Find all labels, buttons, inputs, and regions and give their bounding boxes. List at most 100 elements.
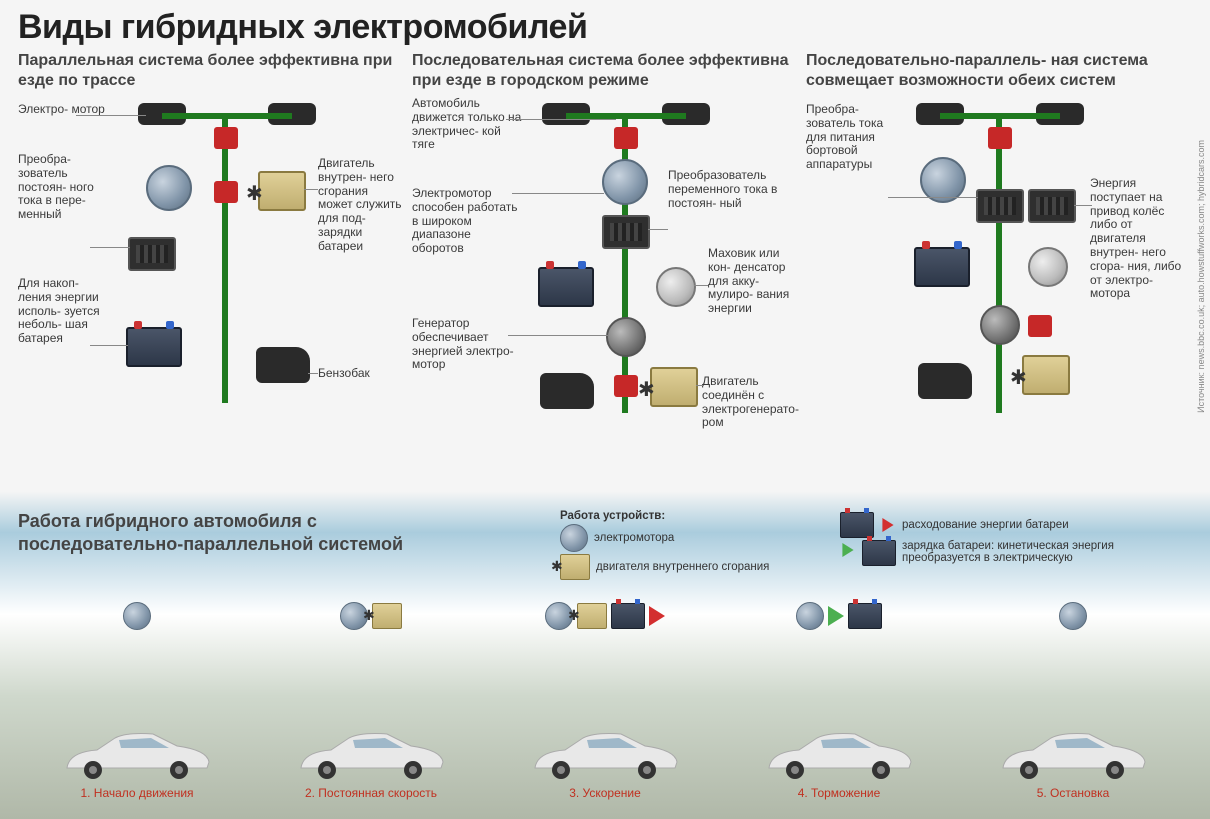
label-tank: Бензобак xyxy=(318,367,370,381)
legend-engine-label: двигателя внутреннего сгорания xyxy=(596,561,769,573)
car-icon xyxy=(291,730,451,780)
gearbox-icon xyxy=(214,127,238,149)
label-inverter: Преобра- зователь тока для питания борто… xyxy=(806,103,906,172)
scenario-caption: 5. Остановка xyxy=(973,786,1173,800)
car-icon xyxy=(993,730,1153,780)
legend-motor-label: электромотора xyxy=(594,532,674,544)
car-icon xyxy=(525,730,685,780)
flywheel-icon xyxy=(1028,247,1068,287)
axle-line xyxy=(622,113,628,413)
ice-engine-icon xyxy=(577,603,607,629)
label-engine: Двигатель соединён с электрогенерато- ро… xyxy=(702,375,799,430)
source-credit: Источник: news.bbc.co.uk; auto.howstuffw… xyxy=(1196,140,1206,413)
subtitle: Работа гибридного автомобиля с последова… xyxy=(18,510,418,555)
battery-charge-icon xyxy=(862,540,896,566)
arrow-green-icon xyxy=(842,543,853,557)
battery-discharge-icon xyxy=(840,512,874,538)
scenario-caption: 3. Ускорение xyxy=(505,786,705,800)
diagram-parallel: Электро- мотор Преобра- зователь постоян… xyxy=(18,97,404,437)
car-icon xyxy=(759,730,919,780)
car-icon xyxy=(525,730,685,780)
electric-motor-icon xyxy=(1059,602,1087,630)
car-icon xyxy=(57,730,217,780)
legend-charge-label: зарядка батареи: кинетическая энергия пр… xyxy=(902,540,1162,564)
generator-icon xyxy=(606,317,646,357)
arrow-red-icon xyxy=(649,606,665,626)
battery-icon xyxy=(538,267,594,307)
coupling-icon xyxy=(614,375,638,397)
diagram-series: Автомобиль движется только на электричес… xyxy=(412,97,798,437)
page-title: Виды гибридных электромобилей xyxy=(0,0,1210,51)
battery-icon xyxy=(848,603,882,629)
system-parallel: Параллельная система более эффективна пр… xyxy=(18,51,404,437)
ice-engine-icon xyxy=(372,603,402,629)
system-desc: Последовательно-параллель- ная система с… xyxy=(806,51,1192,91)
system-desc: Последовательная система более эффективн… xyxy=(412,51,798,91)
electric-motor-icon xyxy=(146,165,192,211)
system-series: Последовательная система более эффективн… xyxy=(412,51,798,437)
car-icon xyxy=(291,730,451,780)
arrow-green-icon xyxy=(828,606,844,626)
gearbox-icon xyxy=(614,127,638,149)
electric-motor-icon xyxy=(796,602,824,630)
system-desc: Параллельная система более эффективна пр… xyxy=(18,51,404,91)
car-icon xyxy=(993,730,1153,780)
inverter-icon xyxy=(1028,189,1076,223)
legend-title: Работа устройств: xyxy=(560,510,769,522)
battery-icon xyxy=(126,327,182,367)
scenario-icons xyxy=(545,602,665,630)
scenario-icons xyxy=(123,602,151,630)
label-flywheel: Маховик или кон- денсатор для акку- мули… xyxy=(708,247,798,316)
scenarios-row: 1. Начало движения 2. Постоянная скорост… xyxy=(0,600,1210,810)
scenario-icons xyxy=(340,602,402,630)
scenario-caption: 1. Начало движения xyxy=(37,786,237,800)
scenario: 3. Ускорение xyxy=(505,602,705,802)
battery-icon xyxy=(611,603,645,629)
scenario: 2. Постоянная скорость xyxy=(271,602,471,802)
electric-motor-icon xyxy=(560,524,588,552)
arrow-red-icon xyxy=(882,518,893,532)
fuel-tank-icon xyxy=(540,373,594,409)
scenario-icons xyxy=(796,602,882,630)
diagram-series-parallel: Преобра- зователь тока для питания борто… xyxy=(806,97,1192,437)
scenario-icons xyxy=(1059,602,1087,630)
systems-row: Параллельная система более эффективна пр… xyxy=(0,51,1210,437)
scenario: 5. Остановка xyxy=(973,602,1173,802)
legend-devices: Работа устройств: электромотора двигател… xyxy=(560,510,769,582)
axle-line xyxy=(996,113,1002,413)
scenario: 1. Начало движения xyxy=(37,602,237,802)
inverter-icon xyxy=(128,237,176,271)
coupling-icon xyxy=(1028,315,1052,337)
ice-engine-icon xyxy=(1022,355,1070,395)
gearbox-icon xyxy=(988,127,1012,149)
fuel-tank-icon xyxy=(256,347,310,383)
scenario-caption: 4. Торможение xyxy=(739,786,939,800)
inverter-icon xyxy=(602,215,650,249)
fuel-tank-icon xyxy=(918,363,972,399)
label-engine: Двигатель внутрен- него сгорания может с… xyxy=(318,157,404,254)
label-motor-wide: Электромотор способен работать в широком… xyxy=(412,187,522,256)
label-energy: Энергия поступает на привод колёс либо о… xyxy=(1090,177,1190,301)
electric-motor-icon xyxy=(602,159,648,205)
coupling-icon xyxy=(214,181,238,203)
legend-energy: расходование энергии батареи зарядка бат… xyxy=(840,510,1162,568)
ice-engine-icon xyxy=(560,554,590,580)
ice-engine-icon xyxy=(650,367,698,407)
axle-line xyxy=(222,113,228,403)
flywheel-icon xyxy=(656,267,696,307)
inverter-icon xyxy=(976,189,1024,223)
label-drive: Автомобиль движется только на электричес… xyxy=(412,97,522,152)
label-inverter: Преобразователь переменного тока в посто… xyxy=(668,169,788,210)
label-inverter: Преобра- зователь постоян- ного тока в п… xyxy=(18,153,113,222)
system-series-parallel: Последовательно-параллель- ная система с… xyxy=(806,51,1192,437)
car-icon xyxy=(759,730,919,780)
electric-motor-icon xyxy=(123,602,151,630)
legend-discharge-label: расходование энергии батареи xyxy=(902,519,1069,531)
label-battery: Для накоп- ления энергии исполь- зуется … xyxy=(18,277,113,346)
car-icon xyxy=(57,730,217,780)
scenario: 4. Торможение xyxy=(739,602,939,802)
ice-engine-icon xyxy=(258,171,306,211)
battery-icon xyxy=(914,247,970,287)
scenario-caption: 2. Постоянная скорость xyxy=(271,786,471,800)
generator-icon xyxy=(980,305,1020,345)
